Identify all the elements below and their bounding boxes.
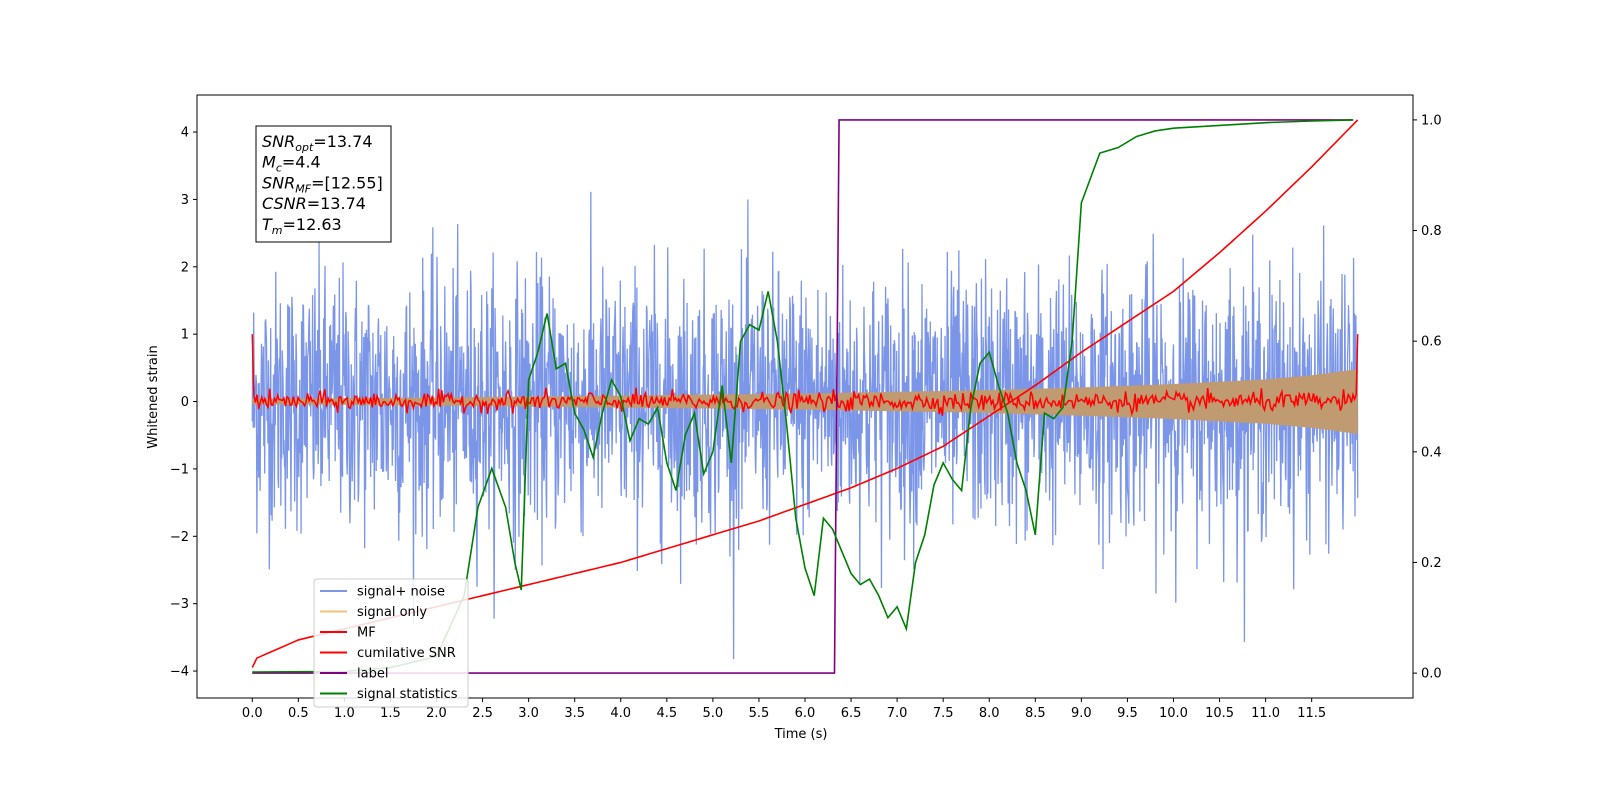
y-left-tick-label: 4: [181, 126, 189, 141]
legend-label-cumilative-snr: cumilative SNR: [357, 646, 456, 661]
legend-label-signal-statistics: signal statistics: [357, 687, 458, 702]
x-axis: 0.0 0.5 1.0 1.5 2.0 2.5 3.0 3.5 4.0 4.5 5.0 5.5 6.0 6…: [242, 698, 1326, 721]
legend: signal+ noise signal only MF cumilative SNR…: [313, 578, 469, 708]
x-tick-label: 8.5: [1025, 706, 1046, 721]
annotation-line-snrmf: SNRMF=[12.55]: [262, 173, 383, 195]
annotation-line-mc: Mc=4.4: [262, 153, 321, 175]
x-tick-label: 11.5: [1297, 706, 1326, 721]
y-left-tick-label: 1: [181, 328, 189, 343]
y-right-tick-label: 1.0: [1421, 113, 1442, 128]
x-tick-label: 6.0: [795, 706, 816, 721]
y-left-tick-label: −4: [170, 665, 189, 680]
series-mf-line: [251, 334, 1359, 417]
x-tick-label: 3.0: [518, 706, 539, 721]
x-axis-label: Time (s): [774, 727, 828, 742]
annotation-line-snropt: SNRopt=13.74: [262, 132, 373, 154]
y-left-tick-label: 2: [181, 260, 189, 275]
annotation-frame: [255, 125, 392, 243]
x-tick-label: 8.0: [979, 706, 1000, 721]
annotation-line-csnr: CSNR=13.74: [262, 194, 366, 213]
y-right-tick-label: 0.4: [1421, 445, 1442, 460]
legend-frame: [313, 578, 469, 708]
x-tick-label: 3.5: [564, 706, 585, 721]
x-tick-label: 5.5: [749, 706, 770, 721]
x-tick-label: 9.5: [1117, 706, 1138, 721]
x-tick-label: 0.5: [288, 706, 309, 721]
series-label-line: [252, 119, 1354, 674]
y-left-tick-label: −2: [170, 530, 189, 545]
x-tick-label: 10.0: [1159, 706, 1188, 721]
y-right-tick-label: 0.6: [1421, 335, 1442, 350]
x-tick-label: 4.5: [656, 706, 677, 721]
x-tick-label: 2.0: [426, 706, 447, 721]
x-tick-label: 5.0: [703, 706, 724, 721]
x-tick-label: 0.0: [242, 706, 263, 721]
y-axis-label-left: Whitened strain: [146, 345, 161, 448]
y-left-tick-label: −3: [170, 597, 189, 612]
x-tick-label: 4.0: [610, 706, 631, 721]
x-tick-label: 1.0: [334, 706, 355, 721]
x-tick-label: 7.0: [887, 706, 908, 721]
x-tick-label: 6.5: [841, 706, 862, 721]
y-right-tick-label: 0.2: [1421, 556, 1442, 571]
x-tick-label: 1.5: [380, 706, 401, 721]
legend-label-mf: MF: [357, 626, 376, 641]
stats-annotation-box: SNRopt=13.74Mc=4.4SNRMF=[12.55]CSNR=13.7…: [255, 125, 392, 243]
x-tick-label: 10.5: [1205, 706, 1234, 721]
y-left-tick-label: 3: [181, 193, 189, 208]
x-tick-label: 2.5: [472, 706, 493, 721]
x-tick-label: 9.0: [1071, 706, 1092, 721]
x-tick-label: 11.0: [1251, 706, 1280, 721]
annotation-line-tm: Tm=12.63: [262, 215, 342, 237]
y-right-tick-label: 0.8: [1421, 224, 1442, 239]
series-signal-statistics-line: [252, 119, 1354, 673]
y-left-tick-label: 0: [181, 395, 189, 410]
y-left-tick-label: −1: [170, 462, 189, 477]
y-right-tick-label: 0.0: [1421, 667, 1442, 682]
x-tick-label: 7.5: [933, 706, 954, 721]
legend-label-signal-noise: signal+ noise: [357, 585, 445, 600]
y-axis-left: −4 −3 −2 −1 0 1 2 3 4: [170, 126, 197, 680]
legend-label-signal-only: signal only: [357, 605, 427, 620]
y-axis-right: 0.0 0.2 0.4 0.6 0.8 1.0: [1413, 113, 1442, 682]
legend-label-label: label: [357, 667, 388, 682]
